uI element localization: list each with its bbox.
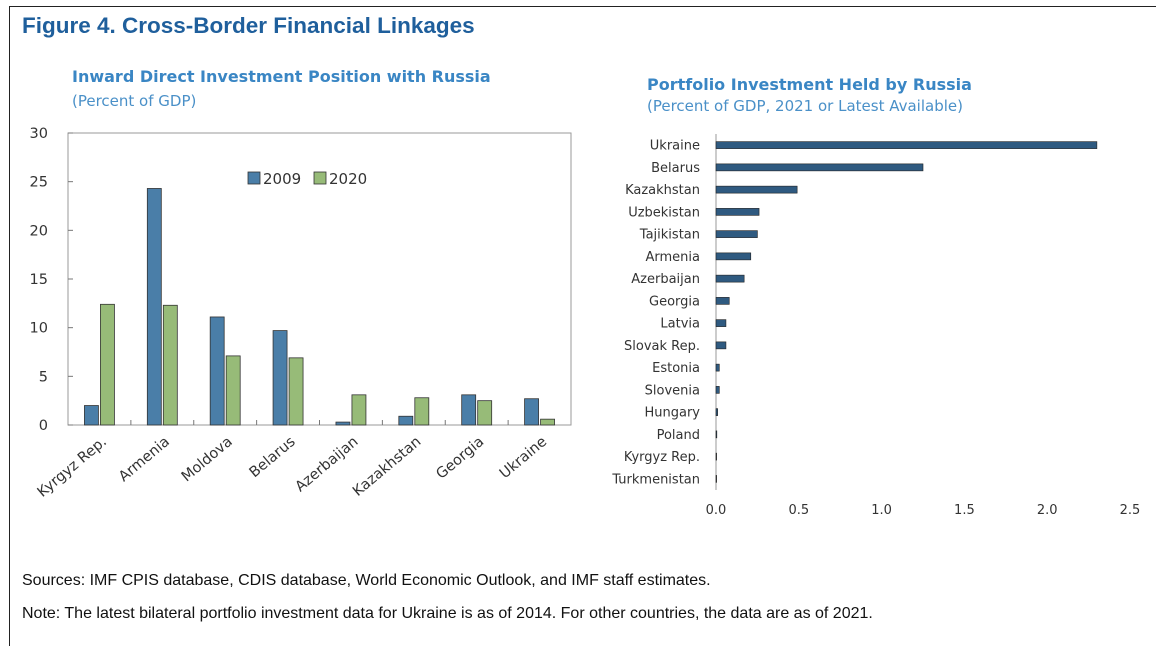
hbar-latvia <box>715 319 727 327</box>
hbar-kyrgyz-rep- <box>715 452 717 461</box>
legend-swatch-2020 <box>313 171 327 185</box>
sources-note: Sources: IMF CPIS database, CDIS databas… <box>22 572 711 589</box>
hbar-tajikistan <box>715 230 758 238</box>
right-y-tick-label: Slovak Rep. <box>624 339 700 354</box>
right-x-tick-label: 1.0 <box>871 503 892 518</box>
right-x-tick-label: 0.0 <box>706 503 727 518</box>
right-y-tick-label: Tajikistan <box>639 228 700 243</box>
left-chart-title: Inward Direct Investment Position with R… <box>72 67 491 86</box>
hbar-azerbaijan <box>715 274 745 283</box>
right-bar-chart: Ukraine Belarus Kazakhstan Uzbekistan Tajiki… <box>611 134 1141 518</box>
left-y-tick-label: 10 <box>30 321 48 337</box>
right-chart-unit: (Percent of GDP, 2021 or Latest Availabl… <box>647 97 963 115</box>
hbar-uzbekistan <box>715 208 760 216</box>
bar-2020-kyrgyz-rep- <box>100 303 115 426</box>
legend-label-2020: 2020 <box>329 170 367 188</box>
hbar-poland <box>715 430 718 439</box>
bar-2009-ukraine <box>524 398 539 426</box>
right-y-tick-label: Kazakhstan <box>625 183 700 198</box>
hbar-ukraine <box>715 141 1098 149</box>
figure-frame <box>9 6 1156 646</box>
right-y-tick-label: Belarus <box>651 161 700 176</box>
bar-2020-moldova <box>225 355 241 426</box>
hbar-slovak-rep- <box>715 341 727 350</box>
bar-2020-georgia <box>477 400 493 426</box>
bar-2009-armenia <box>146 188 162 426</box>
hbar-hungary <box>715 408 718 416</box>
hbar-slovenia <box>715 386 720 394</box>
hbar-armenia <box>715 252 752 261</box>
right-x-tick-label: 2.0 <box>1037 503 1058 518</box>
left-y-tick-label: 30 <box>30 126 48 142</box>
right-y-tick-label: Slovenia <box>645 383 700 398</box>
right-y-tick-label: Poland <box>657 428 700 443</box>
right-y-tick-label: Latvia <box>660 317 700 332</box>
right-x-tick-label: 0.5 <box>788 503 809 518</box>
legend-label-2009: 2009 <box>263 170 301 188</box>
left-y-tick-label: 0 <box>39 418 48 434</box>
right-y-tick-label: Georgia <box>649 294 700 309</box>
right-y-tick-label: Armenia <box>646 250 701 265</box>
right-x-tick-label: 1.5 <box>954 503 975 518</box>
bar-2020-armenia <box>162 304 178 426</box>
right-y-tick-label: Turkmenistan <box>611 472 700 487</box>
right-y-tick-label: Ukraine <box>650 139 700 154</box>
hbar-georgia <box>715 297 730 305</box>
figure-title: Figure 4. Cross-Border Financial Linkage… <box>22 13 475 38</box>
bar-2020-azerbaijan <box>351 394 367 426</box>
legend-swatch-2009 <box>247 171 261 185</box>
left-y-tick-label: 15 <box>30 272 48 288</box>
bar-2020-belarus <box>288 357 304 426</box>
right-y-tick-label: Estonia <box>652 361 700 376</box>
bar-2009-moldova <box>209 316 225 426</box>
right-y-tick-label: Uzbekistan <box>628 205 700 220</box>
bar-2020-kazakhstan <box>414 397 430 426</box>
left-chart-unit: (Percent of GDP) <box>72 92 197 110</box>
right-y-tick-label: Kyrgyz Rep. <box>624 450 700 465</box>
left-y-tick-label: 5 <box>39 369 48 385</box>
bar-2009-kazakhstan <box>398 415 414 426</box>
left-y-tick-label: 25 <box>30 175 48 191</box>
hbar-belarus <box>715 163 924 172</box>
hbar-estonia <box>715 363 720 372</box>
bar-2009-kyrgyz-rep- <box>84 405 99 426</box>
right-y-tick-label: Azerbaijan <box>631 272 700 287</box>
bar-2009-azerbaijan <box>335 421 351 426</box>
right-y-tick-label: Hungary <box>644 406 700 421</box>
left-y-tick-label: 20 <box>30 223 48 239</box>
bar-2009-georgia <box>461 394 477 426</box>
right-x-tick-label: 2.5 <box>1120 503 1141 518</box>
right-chart-title: Portfolio Investment Held by Russia <box>647 75 972 94</box>
bar-2020-ukraine <box>540 418 555 426</box>
bar-2009-belarus <box>272 330 288 426</box>
hbar-kazakhstan <box>715 185 798 194</box>
hbar-turkmenistan <box>715 475 717 483</box>
data-note: Note: The latest bilateral portfolio inv… <box>22 605 873 622</box>
